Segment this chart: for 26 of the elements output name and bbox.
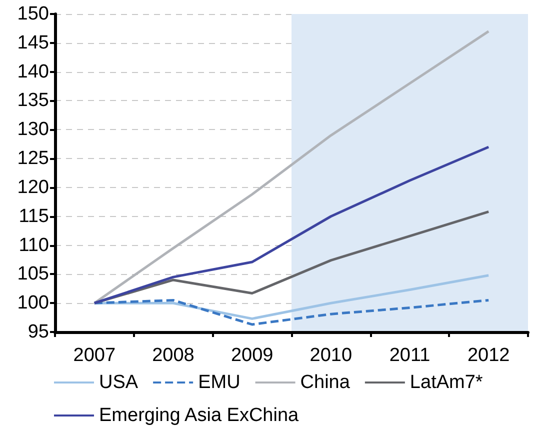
x-tick-label: 2011 <box>389 345 430 366</box>
legend-label: EMU <box>198 372 240 393</box>
y-tick-label: 105 <box>17 264 49 285</box>
y-tick-label: 145 <box>17 32 49 54</box>
x-tick-label: 2008 <box>152 345 194 366</box>
y-tick-label: 125 <box>17 148 49 170</box>
line-series <box>93 298 490 326</box>
y-tick-label: 120 <box>17 176 49 198</box>
y-tick-label: 115 <box>18 206 49 227</box>
line-series <box>93 146 490 304</box>
y-tick-label: 130 <box>17 119 49 140</box>
y-tick-label: 100 <box>17 292 49 314</box>
y-tick-label: 135 <box>17 90 49 112</box>
y-tick-label: 140 <box>17 61 49 82</box>
x-tick-label: 2009 <box>230 345 274 366</box>
legend-label: LatAm7* <box>410 372 484 393</box>
legend-label: Emerging Asia ExChina <box>99 405 300 426</box>
x-tick-label: 2010 <box>310 345 352 366</box>
x-tick-label: 2012 <box>467 345 510 366</box>
legend-label: China <box>300 372 350 393</box>
y-tick-label: 150 <box>17 4 49 24</box>
x-tick-label: 2007 <box>73 345 116 366</box>
y-tick-label: 110 <box>18 234 49 256</box>
y-tick-label: 95 <box>28 322 49 342</box>
legend-label: USA <box>99 372 138 393</box>
line-series <box>93 30 490 304</box>
